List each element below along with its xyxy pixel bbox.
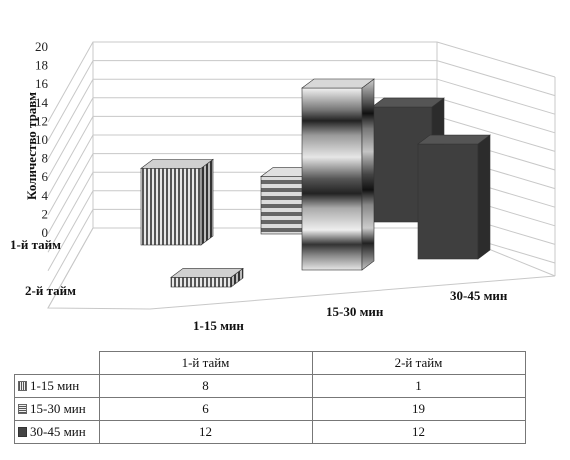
bar (140, 158, 214, 246)
table-cell: 19 (311, 397, 526, 421)
bars (140, 78, 491, 288)
bar-side (361, 78, 375, 271)
floor-outline (47, 227, 556, 310)
table-row-header: 1-15 мин (14, 374, 100, 398)
bar-front (140, 168, 202, 246)
gridline (47, 41, 556, 123)
table-row: 1-15 мин 8 1 (14, 374, 526, 398)
gridline (47, 78, 556, 160)
y-tick-label: 8 (42, 151, 49, 166)
bar-side (477, 134, 491, 260)
x-category-label: 1-15 мин (193, 318, 244, 333)
gridline (47, 171, 556, 253)
table-cell: 12 (311, 420, 526, 444)
bar (417, 134, 491, 260)
y-tick-label: 16 (35, 76, 49, 91)
y-tick-label: 14 (35, 95, 49, 110)
y-tick-label: 2 (42, 206, 49, 221)
x-category-label: 30-45 мин (450, 288, 508, 303)
bar-front (170, 277, 232, 288)
y-tick-label: 0 (42, 225, 49, 240)
chart: 0 2 4 6 8 10 12 14 16 18 20 1-й тайм 2-й тайм 1-15 м… (10, 39, 556, 333)
gridline (47, 97, 556, 179)
depth-category-label: 2-й тайм (25, 283, 76, 298)
table-row: 30-45 мин 12 12 (14, 420, 526, 444)
legend-swatch-icon (18, 427, 27, 437)
gridline (47, 60, 556, 141)
y-tick-label: 18 (35, 58, 48, 73)
table-cell: 6 (98, 397, 313, 421)
table-cell: 12 (98, 420, 313, 444)
y-tick-label: 20 (35, 39, 48, 54)
bar-side (200, 158, 214, 246)
bar-top (301, 78, 375, 89)
bar (301, 78, 375, 271)
category-labels: 1-й тайм 2-й тайм 1-15 мин 15-30 мин 30-45 м… (10, 237, 508, 333)
legend-swatch-icon (18, 381, 27, 391)
table-row-label: 30-45 мин (30, 424, 86, 439)
gridline (47, 153, 556, 234)
data-table: 1-й тайм 2-й тайм 1-15 мин 8 1 15-30 мин… (14, 351, 526, 444)
table-row: 15-30 мин 6 19 (14, 397, 526, 421)
bar-front (417, 143, 479, 260)
table-cell: 1 (311, 374, 526, 398)
table-row-label: 15-30 мин (30, 401, 86, 416)
table-header-cell: 1-й тайм (98, 351, 313, 375)
gridline (47, 115, 556, 197)
table-row-header: 30-45 мин (14, 420, 100, 444)
table-row-label: 1-15 мин (30, 378, 80, 393)
y-tick-labels: 0 2 4 6 8 10 12 14 16 18 20 (35, 39, 49, 240)
bar-top (140, 159, 214, 169)
y-tick-label: 6 (42, 169, 49, 184)
x-category-label: 15-30 мин (326, 304, 384, 319)
y-axis-label: Количество травм (24, 92, 39, 200)
y-tick-label: 4 (42, 188, 49, 203)
gridline (47, 134, 556, 216)
table-header-cell: 2-й тайм (311, 351, 526, 375)
y-tick-label: 12 (35, 113, 48, 128)
y-tick-label: 10 (35, 132, 48, 147)
bar-front (301, 87, 363, 271)
bar-top (371, 97, 445, 108)
table-corner (14, 351, 100, 375)
bar-top (170, 268, 244, 278)
table-cell: 8 (98, 374, 313, 398)
bar (170, 267, 244, 288)
depth-category-label: 1-й тайм (10, 237, 61, 252)
bar-top (417, 134, 491, 145)
table-row-header: 15-30 мин (14, 397, 100, 421)
legend-swatch-icon (18, 404, 27, 414)
table-header-row: 1-й тайм 2-й тайм (14, 351, 526, 375)
